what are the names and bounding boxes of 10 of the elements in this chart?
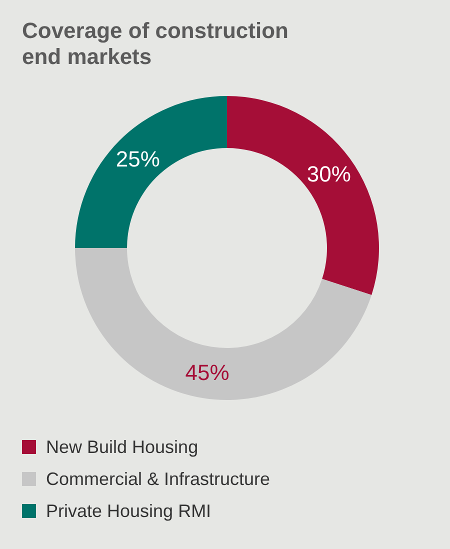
donut-slice	[75, 96, 227, 248]
legend-label: Commercial & Infrastructure	[46, 468, 270, 490]
chart-title: Coverage of construction end markets	[22, 18, 290, 70]
data-label: 25%	[116, 146, 160, 172]
donut-slice	[75, 248, 372, 400]
data-label: 30%	[306, 161, 351, 186]
data-label: 45%	[185, 360, 230, 385]
legend-label: Private Housing RMI	[46, 500, 212, 522]
legend-label: New Build Housing	[46, 436, 198, 458]
donut-slice	[227, 96, 379, 295]
